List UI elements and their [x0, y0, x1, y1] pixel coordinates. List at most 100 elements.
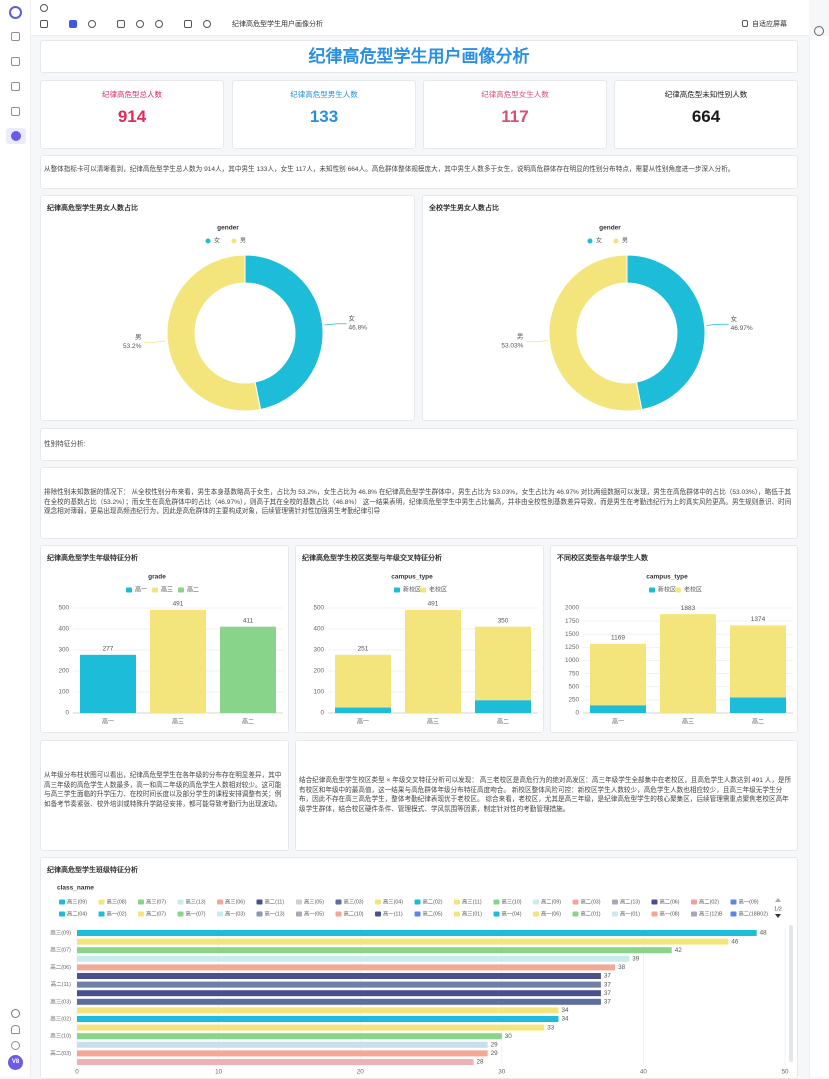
slice-label: 53.03%: [501, 342, 523, 349]
kpi-card: 纪律高危型男生人数 133: [232, 80, 416, 149]
tool-icon[interactable]: [136, 20, 144, 28]
legend-page: 1/2: [774, 906, 782, 912]
bar: [77, 990, 601, 997]
bar-label: 39: [632, 955, 640, 962]
legend-label: 高一(08): [660, 909, 680, 917]
y-tick-label: 200: [58, 668, 69, 675]
legend-swatch: [98, 911, 105, 917]
avatar[interactable]: V8: [8, 1055, 23, 1070]
legend-label: 高二(18B02): [739, 909, 769, 917]
nav-icon[interactable]: [11, 107, 20, 116]
y-tick-label: 1250: [565, 644, 580, 651]
y-tick-label: 300: [313, 647, 324, 654]
bar: [77, 998, 601, 1005]
logo: [9, 6, 22, 19]
legend-label: 高三(09): [67, 897, 87, 905]
pie-slice: [244, 254, 324, 411]
y-tick-label: 200: [313, 668, 324, 675]
bar-label: 48: [760, 930, 768, 937]
chart-title: 纪律高危型学生班级特征分析: [47, 865, 138, 874]
y-tick-label: 0: [320, 710, 324, 717]
bar: [335, 707, 391, 713]
bar-label: 29: [491, 1050, 499, 1057]
y-tick-label: 400: [313, 626, 324, 633]
fit-icon[interactable]: [742, 20, 748, 27]
nav-active[interactable]: [6, 128, 26, 144]
kpi-card: 纪律高危型未知性别人数 664: [614, 80, 798, 149]
fit-button[interactable]: 自适应屏幕: [752, 21, 787, 28]
legend-swatch: [414, 899, 421, 905]
tool-icon[interactable]: [88, 20, 96, 28]
pie-slice: [548, 254, 643, 412]
legend-label: 高三(06): [225, 897, 245, 905]
save-icon[interactable]: [69, 20, 77, 28]
legend-swatch: [394, 587, 400, 593]
chart-card: 纪律高危型学生男女人数占比 gender 女男女 46.8% 男 53.2%: [40, 195, 415, 421]
y-tick-label: 500: [568, 683, 579, 690]
legend-label: 高一(07): [186, 909, 206, 917]
legend-label: 高二(06): [660, 897, 680, 905]
bar-label: 1883: [681, 605, 696, 612]
legend-swatch: [651, 899, 658, 905]
bar: [77, 1059, 474, 1065]
legend-label: 高三(08): [107, 897, 127, 905]
legend-swatch: [420, 587, 426, 593]
legend-label: 高二(10): [344, 909, 364, 917]
kpi-label: 纪律高危型未知性别人数: [664, 90, 748, 99]
tool-icon[interactable]: [155, 20, 163, 28]
tool-icon[interactable]: [40, 20, 48, 28]
legend-swatch: [335, 899, 342, 905]
legend-swatch: [126, 587, 132, 593]
x-tick-label: 50: [781, 1069, 789, 1076]
nav-icon[interactable]: [11, 57, 20, 66]
bar-label: 350: [498, 617, 509, 624]
bar: [590, 643, 646, 706]
legend-swatch: [493, 911, 500, 917]
legend-label: 高一: [135, 586, 147, 594]
x-tick-label: 高二: [242, 718, 254, 726]
bar-label: 37: [604, 990, 612, 997]
refresh-icon[interactable]: [40, 4, 48, 12]
nav-icon[interactable]: [11, 32, 20, 41]
legend-label: 高三(04): [383, 897, 403, 905]
bar-label: 277: [103, 646, 114, 653]
legend-swatch: [98, 899, 105, 905]
kpi-value: 117: [501, 107, 529, 126]
legend-prev: [775, 898, 781, 902]
legend-swatch: [138, 899, 144, 905]
title-card: 纪律高危型学生用户画像分析: [40, 40, 798, 73]
legend-label: 新校区: [658, 586, 676, 594]
y-tick-label: 100: [58, 689, 69, 696]
settings-icon[interactable]: [11, 1041, 20, 1050]
chart-card: 纪律高危型学生年级特征分析 grade 高一 高三 高二 0 100 200 300 400 500…: [40, 545, 289, 733]
legend-swatch: [572, 911, 579, 917]
legend-swatch: [217, 899, 223, 905]
legend-label: 高三(12)B: [699, 909, 723, 917]
legend-swatch: [231, 238, 237, 244]
tool-icon[interactable]: [184, 20, 192, 28]
info-icon[interactable]: [814, 26, 824, 36]
legend-swatch: [691, 911, 697, 917]
nav-icon: [11, 131, 21, 141]
y-tick-label: 高二(11): [51, 980, 72, 988]
tool-icon[interactable]: [117, 20, 125, 28]
y-tick-label: 500: [313, 605, 324, 612]
legend-label: 男: [240, 238, 246, 245]
y-tick-label: 1500: [565, 631, 580, 638]
share-icon[interactable]: [203, 20, 211, 28]
bell-icon[interactable]: [11, 1025, 20, 1034]
legend-swatch: [256, 911, 263, 917]
slice-label: 46.8%: [349, 324, 368, 331]
nav-icon[interactable]: [11, 82, 20, 91]
kpi-card: 纪律高危型女生人数 117: [423, 80, 607, 149]
legend-swatch: [217, 911, 223, 917]
help-icon[interactable]: [11, 1009, 20, 1018]
legend-swatch: [675, 587, 681, 593]
y-tick-label: 2000: [565, 605, 580, 612]
bar: [335, 654, 391, 708]
bar: [730, 697, 786, 713]
x-tick-label: 高三: [427, 718, 439, 726]
kpi-label: 纪律高危型女生人数: [481, 90, 549, 99]
legend-label: 高二(04): [67, 909, 87, 917]
legend-label: 老校区: [684, 586, 702, 594]
